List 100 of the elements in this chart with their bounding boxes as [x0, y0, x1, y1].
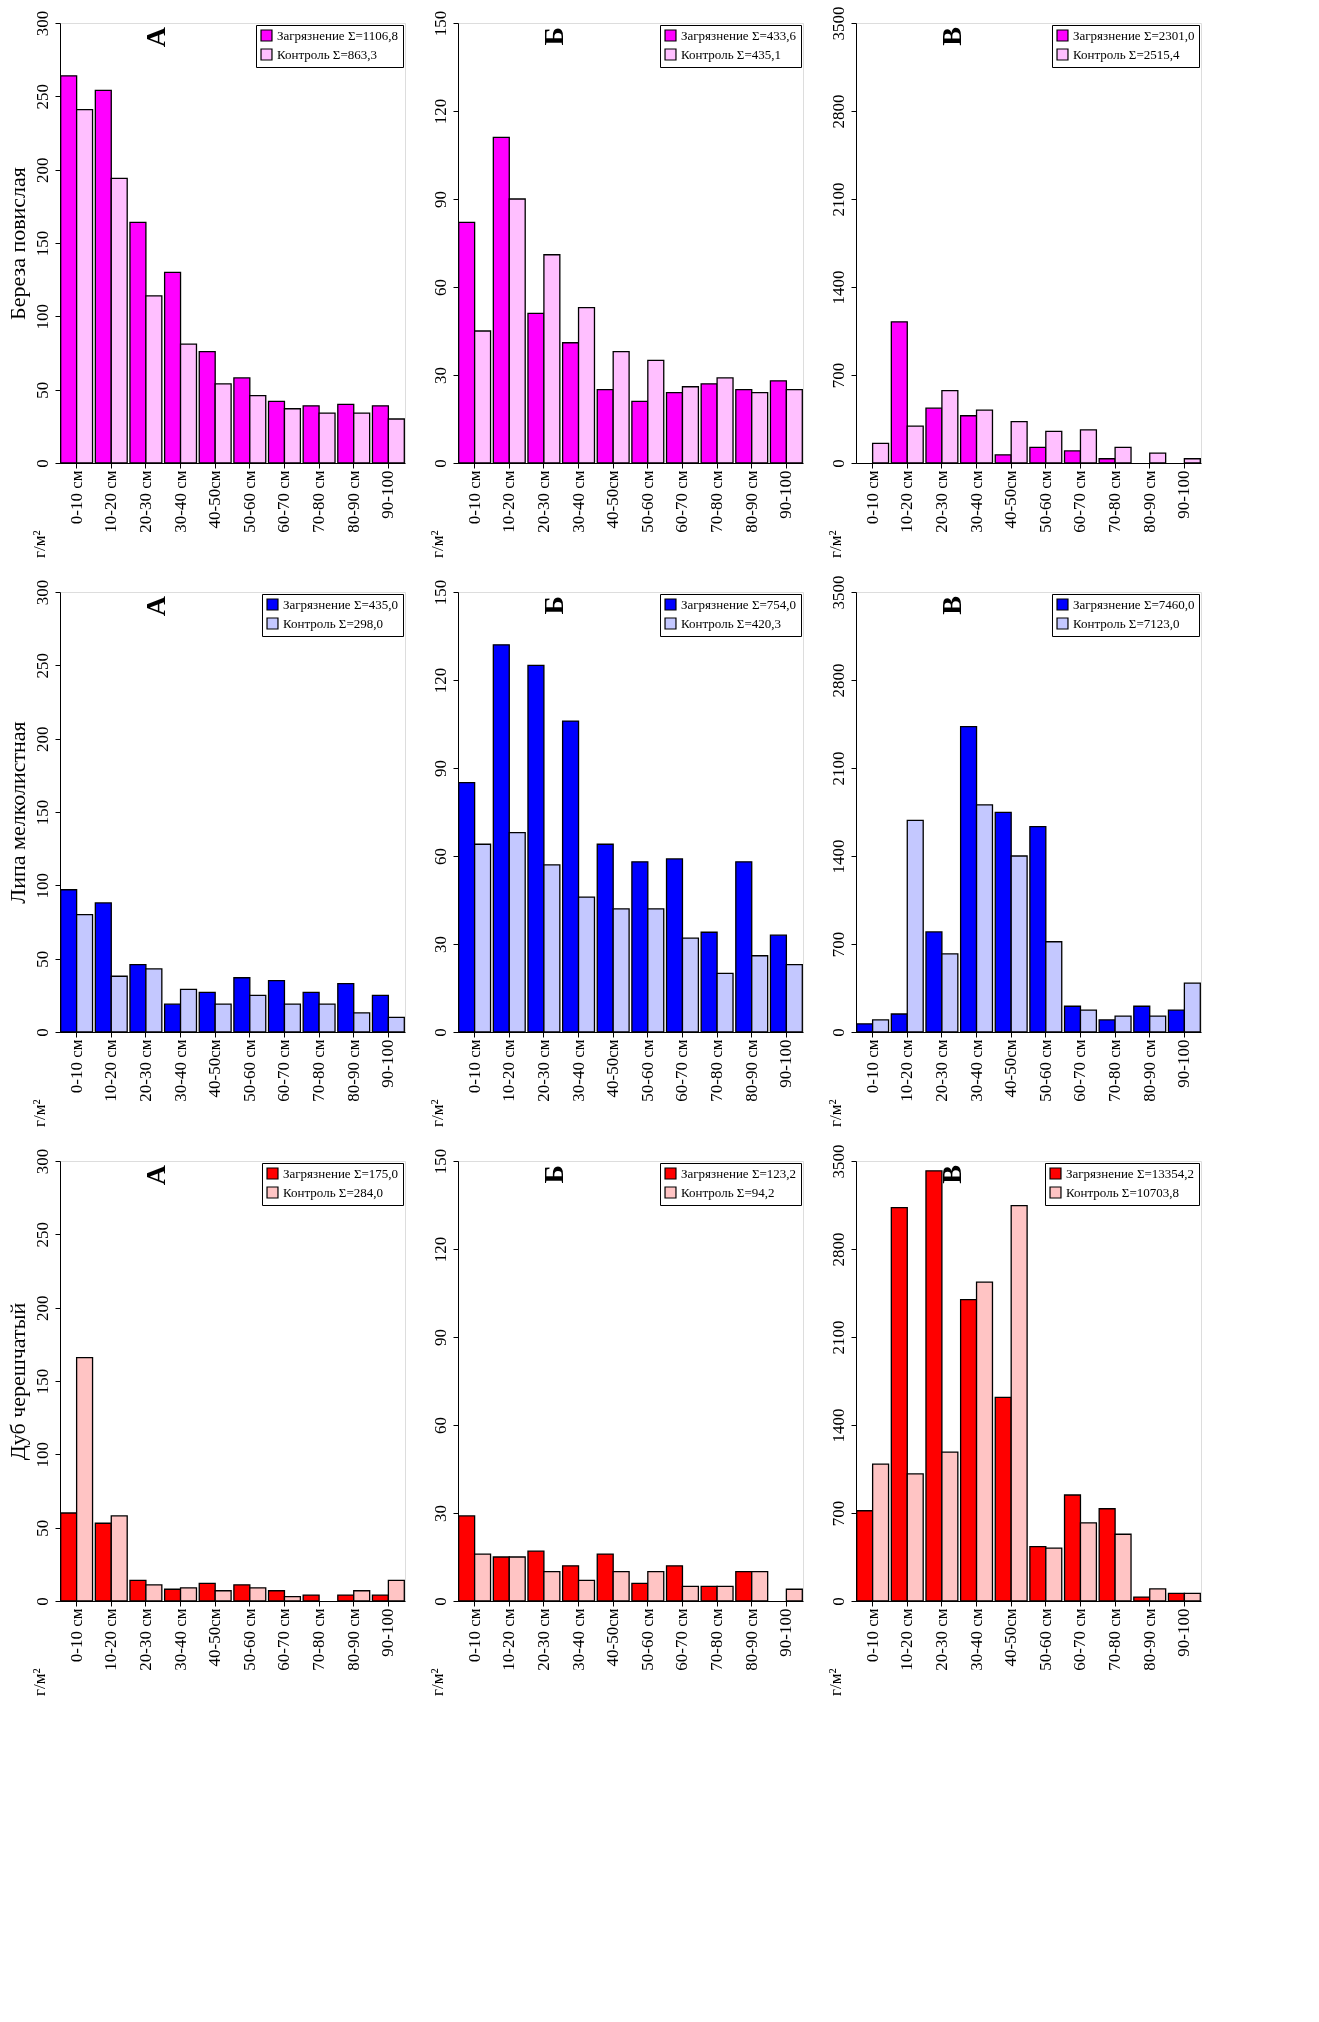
x-tick-label: 60-70 см	[274, 1039, 294, 1102]
x-tick-label: 90-100	[378, 1039, 398, 1088]
x-tick-label: 60-70 см	[672, 470, 692, 533]
legend-label: Контроль Σ=10703,8	[1066, 1184, 1179, 1200]
x-tick-label: 20-30 см	[931, 1608, 951, 1671]
legend-label: Загрязнение Σ=2301,0	[1073, 27, 1195, 43]
x-tick-label: 80-90 см	[1139, 1608, 1159, 1671]
x-tick-label: 30-40 см	[568, 1039, 588, 1102]
text: г/м²	[428, 1668, 447, 1696]
y-tick-label: 0	[32, 1028, 52, 1037]
y-tick-label: 2100	[828, 1320, 848, 1355]
y-tick-label: 1400	[828, 270, 848, 305]
x-tick-label: 40-50см	[603, 1039, 623, 1098]
x-tick-label: 50-60 см	[239, 1039, 259, 1102]
legend-label: Контроль Σ=863,3	[277, 46, 377, 62]
y-tick-label: 300	[32, 10, 52, 37]
x-tick-label: 90-100	[776, 1608, 796, 1657]
legend-label: Контроль Σ=94,2	[681, 1184, 775, 1200]
y-tick-label: 250	[32, 653, 52, 679]
y-tick-label: 30	[430, 1505, 450, 1522]
x-tick-label: 0-10 см	[66, 1039, 86, 1094]
text: г/м²	[428, 1099, 447, 1127]
annotation: В	[935, 596, 967, 615]
x-tick-label: 10-20 см	[499, 1039, 519, 1102]
x-tick-label: 10-20 см	[101, 1608, 121, 1671]
x-tick-label: 20-30 см	[135, 1608, 155, 1671]
x-tick-label: 80-90 см	[741, 470, 761, 533]
y-tick-label: 3500	[828, 1144, 848, 1179]
x-tick-label: 70-80 см	[309, 470, 329, 533]
y-tick-label: 60	[430, 848, 450, 865]
x-tick-label: 70-80 см	[1105, 470, 1125, 533]
x-tick-label: 40-50см	[1001, 470, 1021, 529]
y-tick-label: 90	[430, 760, 450, 777]
x-tick-label: 10-20 см	[499, 470, 519, 533]
x-tick-label: 0-10 см	[862, 1039, 882, 1094]
x-tick-label: 50-60 см	[1035, 1608, 1055, 1671]
y-tick-label: 200	[32, 726, 52, 752]
x-tick-label: 60-70 см	[1070, 1039, 1090, 1102]
x-tick-label: 60-70 см	[274, 1608, 294, 1671]
y-tick-label: 0	[32, 1597, 52, 1606]
y-tick-label: 250	[32, 1222, 52, 1248]
y-tick-label: 90	[430, 1329, 450, 1346]
x-tick-label: 20-30 см	[533, 1608, 553, 1671]
x-tick-label: 60-70 см	[672, 1608, 692, 1671]
y-tick-label: 60	[430, 279, 450, 296]
x-tick-label: 90-100	[1174, 1039, 1194, 1088]
y-tick-label: 250	[32, 84, 52, 110]
legend-label: Контроль Σ=2515,4	[1073, 46, 1180, 62]
x-tick-label: 80-90 см	[741, 1039, 761, 1102]
y-tick-label: 200	[32, 157, 52, 183]
y-tick-label: 200	[32, 1295, 52, 1321]
legend-label: Контроль Σ=435,1	[681, 46, 781, 62]
y-tick-label: 150	[32, 1368, 52, 1395]
legend-label: Загрязнение Σ=175,0	[283, 1165, 399, 1181]
y-axis-title: Липа мелколистная	[4, 721, 30, 904]
y-tick-label: 100	[32, 304, 52, 330]
annotation: В	[935, 1165, 967, 1184]
x-tick-label: 20-30 см	[533, 470, 553, 533]
annotation: Б	[537, 1165, 569, 1184]
x-tick-label: 60-70 см	[672, 1039, 692, 1102]
x-tick-label: 20-30 см	[931, 1039, 951, 1102]
x-tick-label: 0-10 см	[464, 1608, 484, 1663]
y-tick-label: 30	[430, 367, 450, 384]
legend-label: Загрязнение Σ=433,6	[681, 27, 797, 43]
x-tick-label: 70-80 см	[707, 1608, 727, 1671]
text: г/м²	[30, 1099, 49, 1127]
x-tick-label: 90-100	[378, 1608, 398, 1657]
y-tick-label: 2800	[828, 663, 848, 698]
y-tick-label: 0	[430, 459, 450, 468]
x-tick-label: 0-10 см	[862, 1608, 882, 1663]
x-tick-label: 40-50см	[603, 1608, 623, 1667]
x-tick-label: 40-50см	[205, 1039, 225, 1098]
y-tick-label: 3500	[828, 575, 848, 610]
x-tick-label: 60-70 см	[274, 470, 294, 533]
x-tick-label: 60-70 см	[1070, 470, 1090, 533]
y-tick-label: 120	[430, 98, 450, 125]
annotation: Б	[537, 27, 569, 46]
x-tick-label: 40-50см	[603, 470, 623, 529]
x-tick-label: 80-90 см	[343, 470, 363, 533]
y-tick-label: 0	[32, 459, 52, 468]
x-tick-label: 50-60 см	[239, 1608, 259, 1671]
y-tick-label: 3500	[828, 6, 848, 41]
y-tick-label: 120	[430, 1236, 450, 1263]
x-tick-label: 40-50см	[205, 1608, 225, 1667]
x-tick-label: 90-100	[776, 1039, 796, 1088]
text: г/м²	[428, 530, 447, 558]
y-tick-label: 2800	[828, 94, 848, 129]
legend-label: Загрязнение Σ=13354,2	[1066, 1165, 1195, 1181]
x-tick-label: 20-30 см	[931, 470, 951, 533]
y-tick-label: 60	[430, 1417, 450, 1434]
y-tick-label: 0	[430, 1597, 450, 1606]
text: г/м²	[30, 530, 49, 558]
y-tick-label: 150	[430, 1148, 450, 1175]
y-tick-label: 2800	[828, 1232, 848, 1267]
x-tick-label: 40-50см	[1001, 1039, 1021, 1098]
legend-label: Загрязнение Σ=123,2	[681, 1165, 797, 1181]
x-tick-label: 80-90 см	[741, 1608, 761, 1671]
annotation: В	[935, 27, 967, 46]
x-tick-label: 70-80 см	[707, 470, 727, 533]
x-tick-label: 30-40 см	[170, 470, 190, 533]
